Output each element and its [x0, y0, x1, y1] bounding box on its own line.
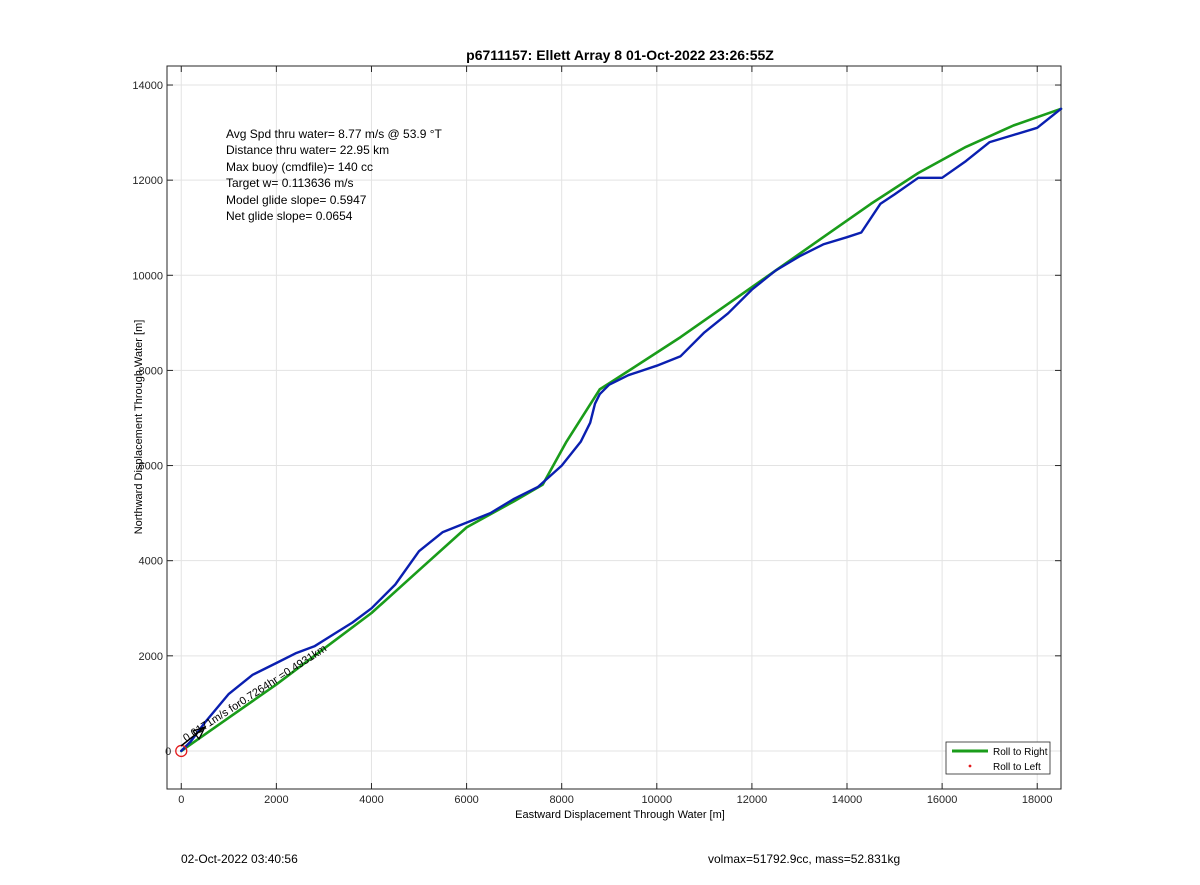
grid-lines	[167, 66, 1061, 789]
y-tick-label: 12000	[132, 175, 163, 187]
annotation-target-w: Target w= 0.113636 m/s	[226, 176, 354, 190]
axes-box	[166, 65, 1062, 790]
axis-ticks: 0 2000 4000 6000 8000 10000 12000 14000 16000 180…	[132, 66, 1061, 806]
legend-box	[945, 741, 1051, 775]
y-tick-label: 10000	[132, 270, 163, 282]
x-tick-label: 4000	[359, 794, 383, 806]
legend-swatch-roll-left	[968, 764, 972, 768]
y-tick-label: 8000	[139, 365, 163, 377]
x-axis-label: Eastward Displacement Through Water [m]	[515, 809, 725, 821]
annotation-net-glide-slope: Net glide slope= 0.0654	[226, 209, 353, 223]
annotation-distance: Distance thru water= 22.95 km	[226, 143, 389, 157]
x-tick-label: 2000	[264, 794, 288, 806]
x-tick-label: 0	[178, 794, 184, 806]
y-tick-label: 6000	[139, 461, 163, 473]
x-tick-label: 10000	[642, 794, 673, 806]
x-tick-label: 8000	[549, 794, 573, 806]
annotation-avg-speed: Avg Spd thru water= 8.77 m/s @ 53.9 °T	[226, 127, 443, 141]
annotation-model-glide-slope: Model glide slope= 0.5947	[226, 193, 367, 207]
y-tick-label: 4000	[139, 556, 163, 568]
current-vector-arrow	[180, 726, 206, 747]
y-tick-label: 14000	[132, 80, 163, 92]
x-tick-label: 12000	[737, 794, 768, 806]
footer-timestamp: 02-Oct-2022 03:40:56	[181, 852, 298, 866]
legend-label-roll-left: Roll to Left	[993, 762, 1041, 773]
x-tick-label: 18000	[1022, 794, 1053, 806]
current-vector-arrowhead	[191, 725, 207, 741]
y-axis-label: Northward Displacement Through Water [m]	[133, 320, 145, 535]
x-tick-label: 6000	[454, 794, 478, 806]
x-tick-label: 14000	[832, 794, 863, 806]
series-lines	[180, 107, 1063, 753]
series-track-line	[180, 107, 1063, 753]
current-vector: 0.0171m/s for0.7264hr =0.4931km	[180, 643, 329, 747]
legend-label-roll-right: Roll to Right	[993, 747, 1048, 758]
current-vector-label: 0.0171m/s for0.7264hr =0.4931km	[181, 643, 329, 745]
chart-title: p6711157: Ellett Array 8 01-Oct-2022 23:…	[466, 47, 774, 63]
y-tick-label-zero: 0	[165, 746, 171, 758]
x-tick-label: 16000	[927, 794, 958, 806]
annotation-max-buoy: Max buoy (cmdfile)= 140 cc	[226, 160, 373, 174]
legend: Roll to Right Roll to Left	[945, 741, 1051, 775]
y-tick-label: 2000	[139, 651, 163, 663]
footer-volmax-mass: volmax=51792.9cc, mass=52.831kg	[708, 852, 901, 866]
series-roll-right-line	[180, 107, 1063, 753]
